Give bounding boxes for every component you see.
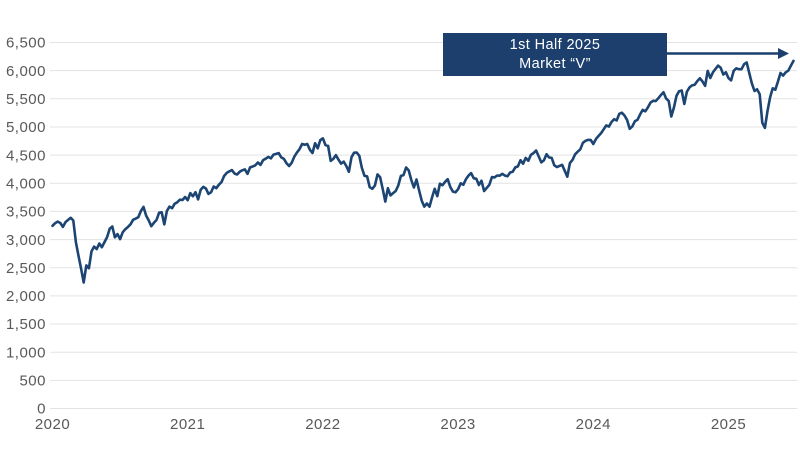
x-axis-label: 2024	[576, 416, 611, 433]
x-axis-label: 2025	[711, 416, 746, 433]
y-axis-label: 4,500	[6, 147, 46, 164]
y-axis-label: 5,500	[6, 91, 46, 108]
y-axis-label: 6,000	[6, 63, 46, 80]
y-axis-label: 1,500	[6, 316, 46, 333]
annotation-line1: 1st Half 2025	[509, 36, 601, 53]
y-axis-label: 6,500	[6, 35, 46, 52]
annotation-arrow-head	[778, 48, 789, 59]
y-axis-label: 3,500	[6, 204, 46, 221]
x-axis-label: 2022	[305, 416, 340, 433]
y-axis-label: 4,000	[6, 175, 46, 192]
x-axis-label: 2023	[440, 416, 475, 433]
x-axis-label: 2021	[170, 416, 205, 433]
y-axis-label: 2,000	[6, 288, 46, 305]
y-axis-label: 0	[37, 401, 46, 418]
y-axis-label: 1,000	[6, 344, 46, 361]
annotation-callout: 1st Half 2025 Market “V”	[443, 33, 667, 76]
y-axis-label: 2,500	[6, 260, 46, 277]
y-axis-label: 5,000	[6, 119, 46, 136]
x-axis-label: 2020	[35, 416, 70, 433]
y-axis-label: 500	[19, 373, 46, 390]
annotation-line2: Market “V”	[519, 55, 591, 72]
y-axis-label: 3,000	[6, 232, 46, 249]
price-line	[51, 59, 795, 284]
